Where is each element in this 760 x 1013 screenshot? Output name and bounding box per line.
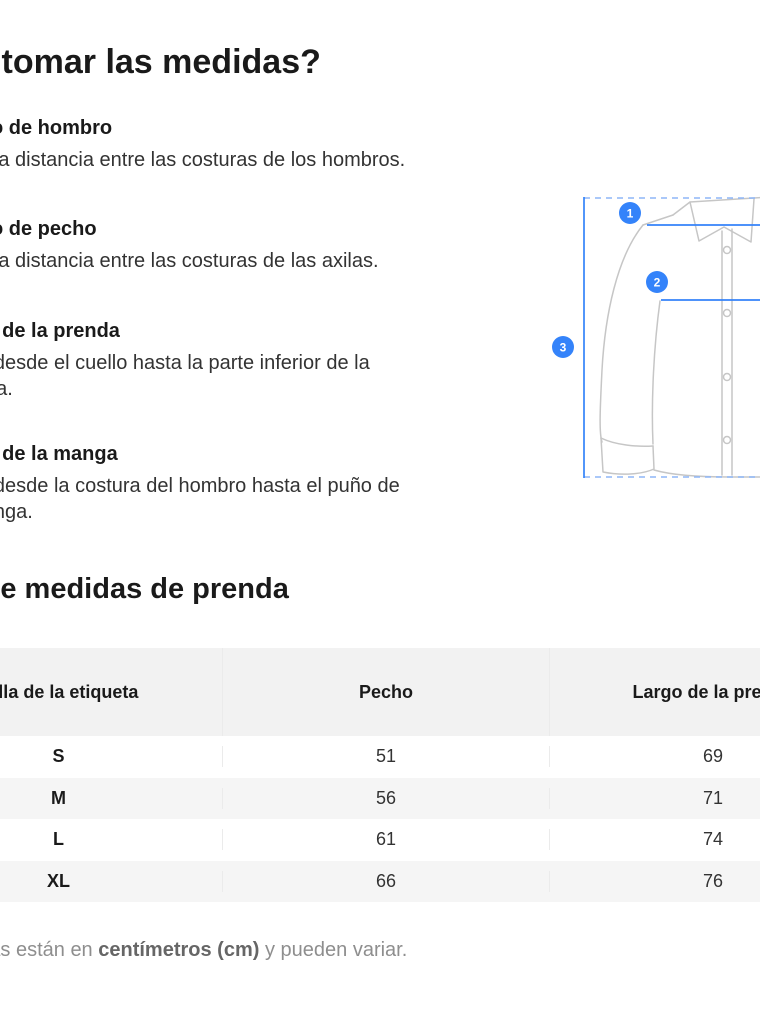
marker-1-badge	[619, 202, 641, 224]
column-header-length: Largo de la prenda	[549, 648, 760, 736]
measurements-footnote: Las medidas están en centímetros (cm) y …	[0, 936, 407, 964]
table-row-l: L 61 74	[0, 819, 760, 861]
measure-title: Largo de la manga	[0, 443, 118, 465]
size-label: M	[51, 787, 66, 808]
table-row-s: S 51 69	[0, 736, 760, 778]
marker-2-label: 2	[654, 276, 661, 290]
size-label: S	[52, 746, 65, 767]
measure-description: Mide desde el cuello hasta la parte infe…	[0, 352, 370, 400]
page-title: ¿Cómo tomar las medidas?	[0, 43, 321, 81]
size-label: XL	[46, 870, 70, 891]
table-row-xl: XL 66 76	[0, 860, 760, 902]
measure-description: Mide la distancia entre las costuras de …	[0, 250, 379, 272]
size-table-header-row: Talla de la etiqueta Pecho Largo de la p…	[0, 648, 760, 736]
measure-item-chest: Ancho de pecho Mide la distancia entre l…	[0, 216, 441, 274]
measure-title: Ancho de pecho	[0, 218, 97, 240]
chest-value: 61	[222, 829, 549, 851]
measure-guides	[584, 197, 760, 478]
size-table-title: Tabla de medidas de prenda	[0, 573, 289, 605]
chest-value: 66	[222, 870, 549, 892]
shirt-diagram-icon: 1 2 3	[552, 196, 760, 478]
size-label: L	[53, 829, 64, 850]
size-table: Talla de la etiqueta Pecho Largo de la p…	[0, 648, 760, 902]
chest-value: 51	[222, 746, 549, 768]
footnote-suffix: y pueden variar.	[259, 939, 408, 961]
length-value: 76	[549, 870, 760, 892]
measure-description: Mide la distancia entre las costuras de …	[0, 149, 406, 171]
chest-value: 56	[222, 787, 549, 809]
measure-title: Ancho de hombro	[0, 117, 113, 139]
measure-item-shoulder: Ancho de hombro Mide la distancia entre …	[0, 115, 441, 173]
length-value: 74	[549, 829, 760, 851]
column-header-chest: Pecho	[222, 648, 549, 736]
table-row-m: M 56 71	[0, 777, 760, 819]
measure-title: Largo de la prenda	[0, 320, 120, 342]
length-value: 71	[549, 787, 760, 809]
measure-item-length: Largo de la prenda Mide desde el cuello …	[0, 318, 441, 402]
shirt-measurement-diagram: 1 2 3	[540, 185, 760, 505]
marker-3-label: 3	[560, 341, 567, 355]
marker-3-badge	[552, 336, 574, 358]
column-header-size: Talla de la etiqueta	[0, 682, 139, 702]
marker-2-badge	[646, 271, 668, 293]
measure-item-sleeve: Largo de la manga Mide desde la costura …	[0, 441, 441, 525]
footnote-prefix: Las medidas están en	[0, 939, 93, 961]
size-table-body: S 51 69 M 56 71 L 61 74 XL 66 76	[0, 736, 760, 902]
measure-description: Mide desde la costura del hombro hasta e…	[0, 475, 400, 523]
footnote-highlight: centímetros (cm)	[98, 939, 260, 961]
marker-1-label: 1	[627, 207, 634, 221]
length-value: 69	[549, 746, 760, 768]
